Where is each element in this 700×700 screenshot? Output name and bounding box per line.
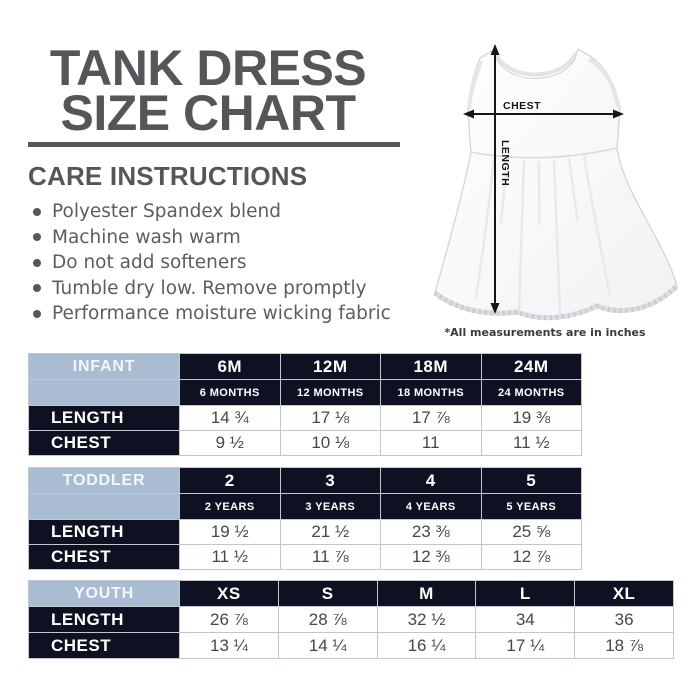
measure-value: 11 ½ <box>180 545 280 569</box>
size-column-subheader: 4 YEARS <box>381 494 481 519</box>
table-group-label: INFANT <box>29 354 179 379</box>
neckline-trim <box>494 51 578 77</box>
care-instruction-text: Tumble dry low. Remove promptly <box>52 277 367 299</box>
bullet-icon <box>33 233 41 242</box>
size-column-subheader: 6 MONTHS <box>180 380 280 405</box>
measure-value: 17 ¼ <box>476 633 575 658</box>
size-column-subheader: 2 YEARS <box>180 494 280 519</box>
size-column-header: 12M <box>280 354 380 379</box>
measure-value: 25 ⅝ <box>481 520 581 544</box>
page-title: TANK DRESS SIZE CHART <box>16 40 400 141</box>
size-table-toddler: TODDLER 2 3 4 5 2 YEARS 3 YEARS 4 YEARS 5 YEARS L… <box>28 467 582 570</box>
measurement-note: *All measurements are in inches <box>444 326 646 339</box>
chest-dimension-label: CHEST <box>503 100 541 112</box>
chest-arrow <box>463 109 624 119</box>
size-column-header: 6M <box>180 354 280 379</box>
measure-row-label: CHEST <box>29 633 179 658</box>
left-armhole-trim <box>467 60 483 110</box>
size-column-subheader: 18 MONTHS <box>381 380 481 405</box>
care-instructions-heading: CARE INSTRUCTIONS <box>28 161 308 191</box>
care-instruction-item: Do not add softeners <box>33 250 423 276</box>
measure-value: 17 ⅞ <box>381 406 481 430</box>
measure-value: 12 ⅞ <box>481 545 581 569</box>
size-column-header: S <box>278 581 377 606</box>
size-column-header: XL <box>575 581 673 606</box>
size-column-subheader: 24 MONTHS <box>481 380 581 405</box>
measure-value: 12 ⅜ <box>381 545 481 569</box>
tank-dress-image: CHEST LENGTH <box>433 44 679 321</box>
bullet-icon <box>33 258 41 267</box>
size-column-header: XS <box>180 581 278 606</box>
bullet-icon <box>33 309 41 318</box>
care-instruction-text: Do not add softeners <box>52 252 247 274</box>
title-line-2: SIZE CHART <box>60 85 357 141</box>
length-arrow <box>490 44 500 314</box>
size-column-header: L <box>476 581 575 606</box>
table-group-spacer <box>29 380 179 405</box>
size-column-subheader: 12 MONTHS <box>280 380 380 405</box>
measure-value: 19 ⅜ <box>481 406 581 430</box>
size-column-header: 4 <box>381 468 481 493</box>
measure-value: 14 ¼ <box>278 633 377 658</box>
care-instruction-text: Performance moisture wicking fabric <box>52 303 391 325</box>
bullet-icon <box>33 284 41 293</box>
title-line-1: TANK DRESS <box>49 40 367 96</box>
size-column-subheader: 3 YEARS <box>280 494 380 519</box>
length-dimension-label: LENGTH <box>499 140 511 186</box>
care-instruction-item: Tumble dry low. Remove promptly <box>33 276 423 302</box>
size-column-header: 5 <box>481 468 581 493</box>
neckline-seam <box>495 56 577 79</box>
bullet-icon <box>33 207 41 216</box>
size-column-header: 18M <box>381 354 481 379</box>
measure-value: 9 ½ <box>180 431 280 455</box>
measure-value: 21 ½ <box>280 520 380 544</box>
measure-row-label: LENGTH <box>29 607 179 632</box>
measure-value: 13 ¼ <box>180 633 278 658</box>
measure-value: 32 ½ <box>377 607 476 632</box>
measure-value: 14 ¾ <box>180 406 280 430</box>
care-instruction-text: Machine wash warm <box>52 226 241 248</box>
title-underline-bar <box>28 142 400 147</box>
measure-value: 11 <box>381 431 481 455</box>
measure-value: 18 ⅞ <box>575 633 673 658</box>
size-column-header: 24M <box>481 354 581 379</box>
measure-value: 34 <box>476 607 575 632</box>
care-instructions-list: Polyester Spandex blend Machine wash warm… <box>33 199 423 327</box>
table-group-label: TODDLER <box>29 468 179 493</box>
size-column-header: 2 <box>180 468 280 493</box>
right-armhole-trim <box>587 57 620 108</box>
waist-seam <box>470 147 618 159</box>
size-column-header: M <box>377 581 476 606</box>
measure-value: 23 ⅜ <box>381 520 481 544</box>
measure-value: 36 <box>575 607 673 632</box>
size-table-infant: INFANT 6M 12M 18M 24M 6 MONTHS 12 MONTHS 18 MON… <box>28 353 582 456</box>
hem-stripes <box>433 284 679 321</box>
dress-illustration: CHEST LENGTH <box>432 38 682 330</box>
care-instruction-item: Polyester Spandex blend <box>33 199 423 225</box>
measure-value: 17 ⅛ <box>280 406 380 430</box>
care-instruction-text: Polyester Spandex blend <box>52 201 281 223</box>
measure-value: 11 ⅞ <box>280 545 380 569</box>
size-column-subheader: 5 YEARS <box>481 494 581 519</box>
measure-row-label: LENGTH <box>29 520 179 544</box>
measure-value: 19 ½ <box>180 520 280 544</box>
size-table-youth: YOUTH XS S M L XL LENGTH 26 ⅞ 28 ⅞ 32 ½ 34 36 CHEST 1… <box>28 580 674 659</box>
table-group-label: YOUTH <box>29 581 179 606</box>
measure-value: 11 ½ <box>481 431 581 455</box>
size-column-header: 3 <box>280 468 380 493</box>
skirt-gathers <box>474 154 612 315</box>
measure-row-label: LENGTH <box>29 406 179 430</box>
measure-value: 26 ⅞ <box>180 607 278 632</box>
measure-row-label: CHEST <box>29 545 179 569</box>
measure-value: 10 ⅛ <box>280 431 380 455</box>
measure-value: 28 ⅞ <box>278 607 377 632</box>
table-group-spacer <box>29 494 179 519</box>
care-instruction-item: Performance moisture wicking fabric <box>33 301 423 327</box>
measure-row-label: CHEST <box>29 431 179 455</box>
measure-value: 16 ¼ <box>377 633 476 658</box>
care-instruction-item: Machine wash warm <box>33 225 423 251</box>
